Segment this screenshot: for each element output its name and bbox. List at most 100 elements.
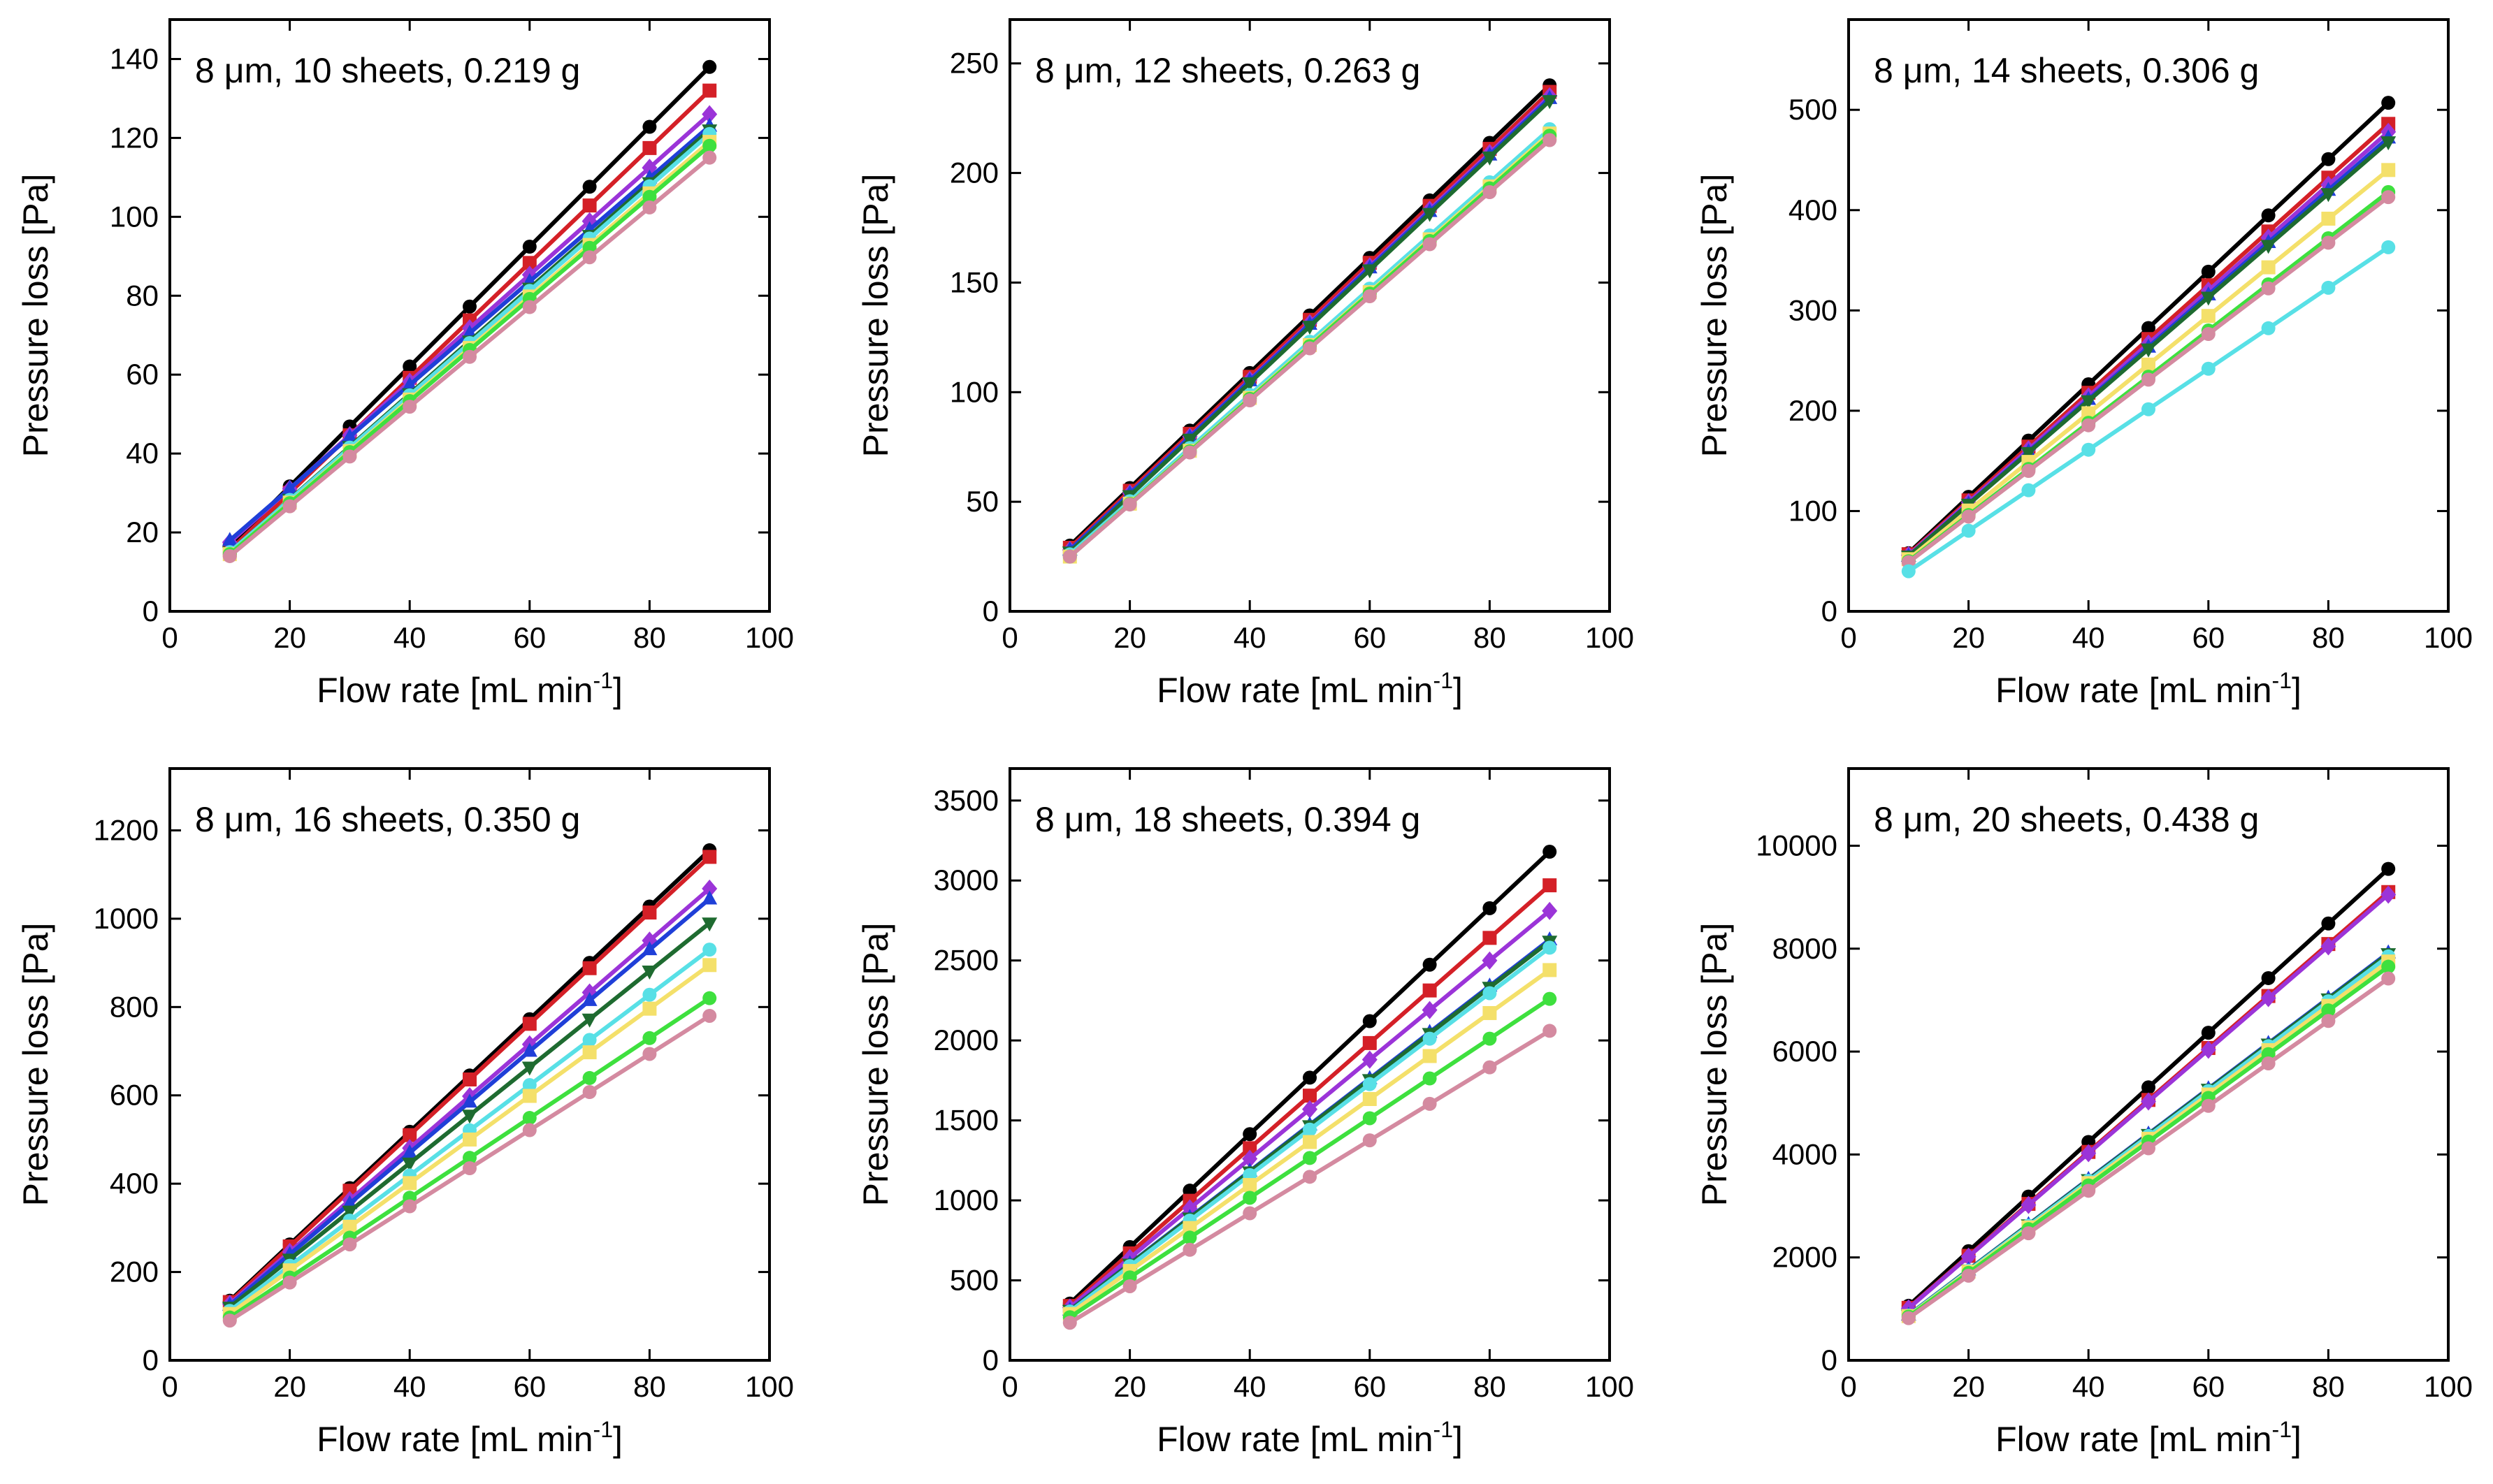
data-point [642, 1031, 657, 1045]
y-tick-label: 0 [983, 1344, 999, 1376]
panel-5: 0 20 40 60 80 1000500100015002000250030003500… [856, 767, 1634, 1459]
data-point [2381, 971, 2396, 986]
data-point [342, 1184, 357, 1198]
data-point [1362, 1077, 1377, 1091]
data-point [2081, 418, 2096, 432]
data-point [1542, 901, 1558, 920]
data-point [1422, 957, 1437, 972]
data-point [1303, 1122, 1317, 1137]
data-point [2081, 395, 2097, 409]
data-point [2141, 1141, 2155, 1156]
data-point [222, 548, 237, 563]
data-point [1422, 1071, 1437, 1086]
data-point [1422, 237, 1437, 252]
y-tick-label: 4000 [1772, 1137, 1837, 1170]
series-group [1062, 78, 1558, 564]
data-point [582, 1045, 597, 1060]
data-point [1302, 1100, 1317, 1119]
data-point [2141, 372, 2155, 387]
data-point [2201, 309, 2216, 323]
data-point [1243, 1206, 1257, 1221]
data-point [642, 119, 657, 134]
data-point [2321, 235, 2336, 250]
data-point [1362, 289, 1377, 304]
data-point [1960, 1247, 1977, 1266]
x-tick-label: 20 [1113, 621, 1146, 654]
x-tick-label: 40 [1234, 1370, 1266, 1403]
data-point [1362, 1111, 1377, 1126]
y-tick-label: 300 [1789, 293, 1837, 326]
plot-frame [1847, 18, 2450, 613]
data-point [702, 59, 717, 74]
data-point [403, 359, 417, 374]
data-point [2201, 264, 2216, 279]
series-group [1900, 96, 2397, 579]
data-point [2261, 208, 2276, 223]
data-point [1183, 1221, 1197, 1235]
plot-frame [168, 18, 771, 613]
x-tick-label: 40 [1234, 621, 1266, 654]
y-tick-label: 100 [1789, 494, 1837, 527]
data-point [702, 83, 717, 98]
plot-frame [168, 767, 771, 1362]
data-point [642, 987, 657, 1002]
data-point [2261, 1056, 2276, 1071]
panel-6: 0 20 40 60 80 100 0 2000 4000 6000 8000 10000 8 μm, … [1695, 767, 2473, 1459]
data-point [463, 349, 477, 364]
x-tick-label: 80 [1473, 1370, 1506, 1403]
data-point [402, 377, 418, 391]
x-tick-label: 0 [161, 621, 178, 654]
data-point [1362, 1133, 1377, 1148]
chart-title: 8 μm, 14 sheets, 0.306 g [1874, 51, 2259, 90]
data-point [1422, 983, 1437, 998]
x-tick-label: 0 [1840, 1370, 1856, 1403]
data-point [342, 1237, 357, 1252]
y-tick-label: 600 [110, 1079, 159, 1112]
x-tick-label: 40 [2072, 621, 2105, 654]
data-point [522, 1111, 537, 1126]
data-point [2260, 240, 2276, 254]
data-point [1542, 878, 1557, 893]
data-point [1303, 1151, 1317, 1165]
data-point [642, 1001, 657, 1016]
y-axis-label: Pressure loss [Pa] [16, 923, 55, 1207]
data-point [2381, 861, 2396, 876]
data-point [2381, 163, 2396, 177]
data-point [702, 850, 717, 864]
panel-3: 0 20 40 60 80 100 0 100 200 300 400 500 8 μm, 14 she… [1695, 18, 2473, 710]
data-point [1122, 1279, 1137, 1293]
data-point [1542, 1024, 1557, 1038]
data-point [222, 532, 238, 546]
data-point [642, 200, 657, 214]
y-tick-label: 100 [950, 375, 999, 408]
data-point [2081, 1144, 2097, 1163]
data-point [2261, 970, 2276, 985]
data-point [463, 1132, 477, 1147]
data-point [2381, 190, 2396, 205]
y-tick-label: 3000 [934, 864, 999, 896]
data-point [702, 958, 717, 973]
data-point [522, 256, 537, 270]
data-point [1482, 1031, 1497, 1046]
data-point [403, 1199, 417, 1214]
x-tick-label: 40 [393, 621, 426, 654]
x-tick-label: 100 [745, 621, 794, 654]
data-point [2021, 464, 2036, 479]
x-tick-label: 80 [2312, 1370, 2345, 1403]
data-point [1243, 1178, 1257, 1193]
data-point [522, 240, 537, 254]
y-tick-label: 200 [110, 1256, 159, 1288]
x-tick-label: 20 [1952, 621, 1985, 654]
data-point [1361, 1050, 1378, 1069]
data-point [222, 1314, 237, 1328]
chart-title: 8 μm, 16 sheets, 0.350 g [195, 800, 580, 839]
data-point [463, 1161, 477, 1176]
data-point [1542, 95, 1558, 110]
data-point [1482, 1005, 1497, 1020]
data-point [2321, 280, 2336, 295]
data-point [2261, 281, 2276, 296]
y-tick-label: 800 [110, 990, 159, 1023]
y-tick-label: 250 [950, 47, 999, 80]
data-point [1303, 1089, 1317, 1103]
x-tick-label: 80 [1473, 621, 1506, 654]
